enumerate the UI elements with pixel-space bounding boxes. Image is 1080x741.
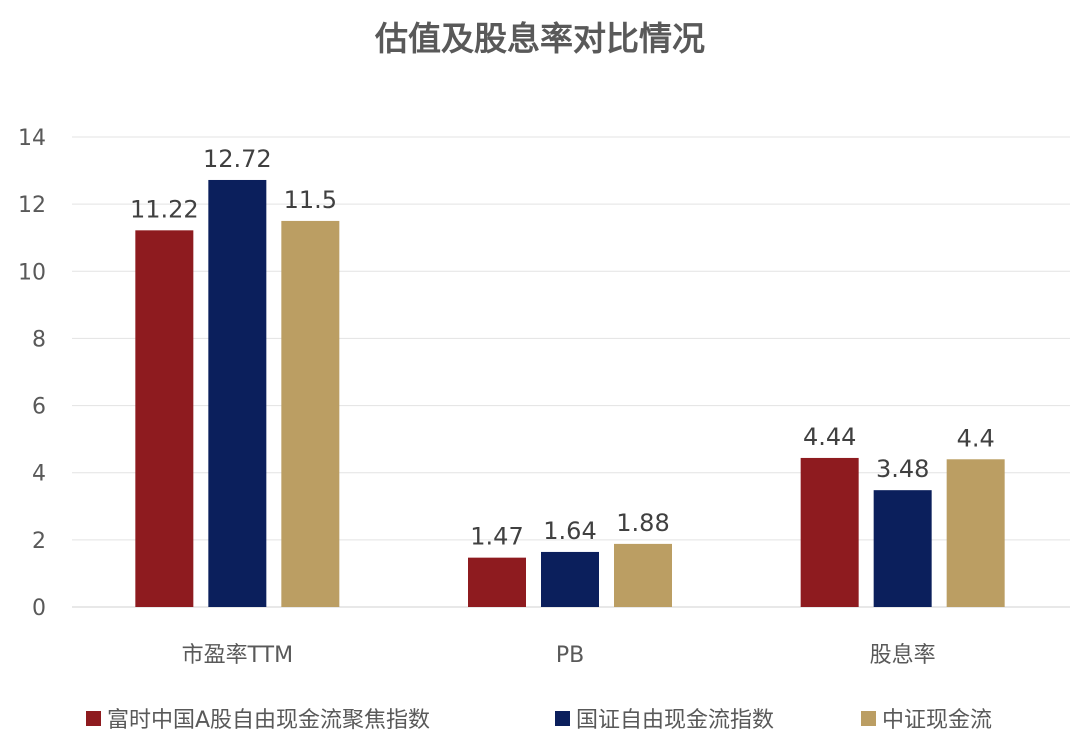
y-tick-label: 8 bbox=[32, 327, 46, 352]
data-label: 4.44 bbox=[803, 423, 856, 451]
data-label: 12.72 bbox=[203, 145, 272, 173]
y-tick-label: 0 bbox=[32, 596, 46, 621]
bar bbox=[800, 457, 859, 607]
legend-label: 国证自由现金流指数 bbox=[576, 708, 775, 733]
data-label: 1.64 bbox=[543, 517, 596, 545]
legend-item-2: 国证自由现金流指数 bbox=[555, 702, 774, 734]
x-tick-label: 市盈率TTM bbox=[182, 643, 293, 668]
chart-title: 估值及股息率对比情况 bbox=[375, 19, 705, 58]
bar bbox=[281, 220, 340, 607]
legend: 富时中国A股自由现金流聚焦指数 国证自由现金流指数 中证现金流 bbox=[0, 702, 1080, 738]
bar bbox=[468, 557, 526, 607]
bar bbox=[208, 179, 267, 607]
y-tick-label: 2 bbox=[32, 529, 46, 554]
bar bbox=[541, 551, 599, 607]
data-label: 3.48 bbox=[876, 455, 929, 483]
x-tick-label: PB bbox=[556, 643, 584, 668]
y-tick-label: 12 bbox=[18, 193, 46, 218]
x-tick-label: 股息率 bbox=[870, 643, 936, 668]
legend-label: 富时中国A股自由现金流聚焦指数 bbox=[107, 708, 431, 733]
bar bbox=[135, 230, 194, 608]
data-label: 4.4 bbox=[957, 424, 995, 452]
data-label: 11.22 bbox=[130, 195, 199, 223]
bar bbox=[873, 490, 932, 607]
bar bbox=[614, 543, 672, 607]
y-tick-label: 4 bbox=[32, 462, 46, 487]
legend-item-1: 富时中国A股自由现金流聚焦指数 bbox=[86, 702, 430, 734]
legend-label: 中证现金流 bbox=[882, 708, 993, 733]
legend-swatch bbox=[86, 710, 101, 726]
bar bbox=[946, 459, 1005, 607]
data-label: 1.88 bbox=[616, 509, 669, 537]
legend-swatch bbox=[555, 710, 570, 726]
data-label: 1.47 bbox=[470, 523, 523, 551]
data-label: 11.5 bbox=[284, 186, 337, 214]
y-tick-label: 14 bbox=[18, 126, 46, 151]
legend-item-3: 中证现金流 bbox=[861, 702, 992, 734]
y-tick-label: 10 bbox=[18, 260, 46, 285]
y-tick-label: 6 bbox=[32, 395, 46, 420]
legend-swatch bbox=[861, 710, 876, 726]
